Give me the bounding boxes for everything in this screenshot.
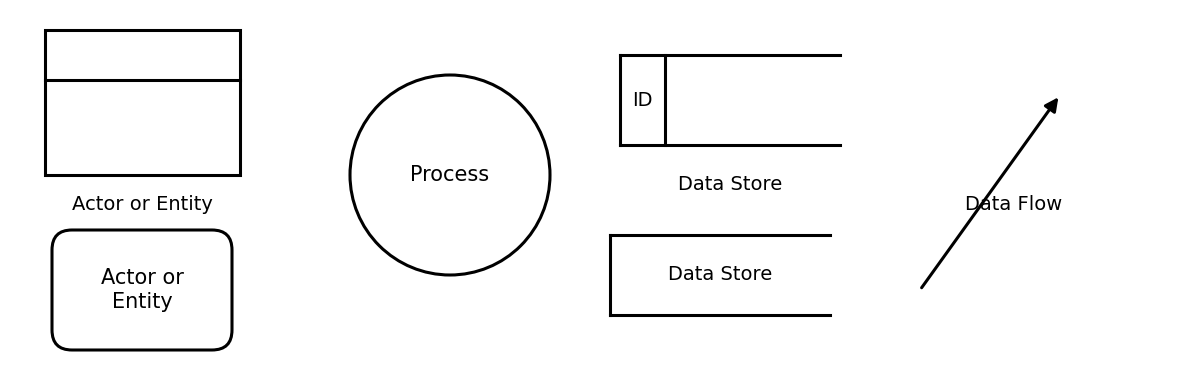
FancyBboxPatch shape bbox=[52, 230, 232, 350]
Text: Data Flow: Data Flow bbox=[965, 195, 1062, 215]
Text: Actor or
Entity: Actor or Entity bbox=[101, 268, 184, 311]
Text: Data Store: Data Store bbox=[668, 265, 772, 285]
Text: Actor or Entity: Actor or Entity bbox=[71, 195, 212, 214]
Text: ID: ID bbox=[632, 91, 652, 109]
Ellipse shape bbox=[350, 75, 551, 275]
Text: Process: Process bbox=[411, 165, 489, 185]
Bar bbox=[45, 30, 240, 175]
Text: Data Store: Data Store bbox=[678, 175, 783, 194]
